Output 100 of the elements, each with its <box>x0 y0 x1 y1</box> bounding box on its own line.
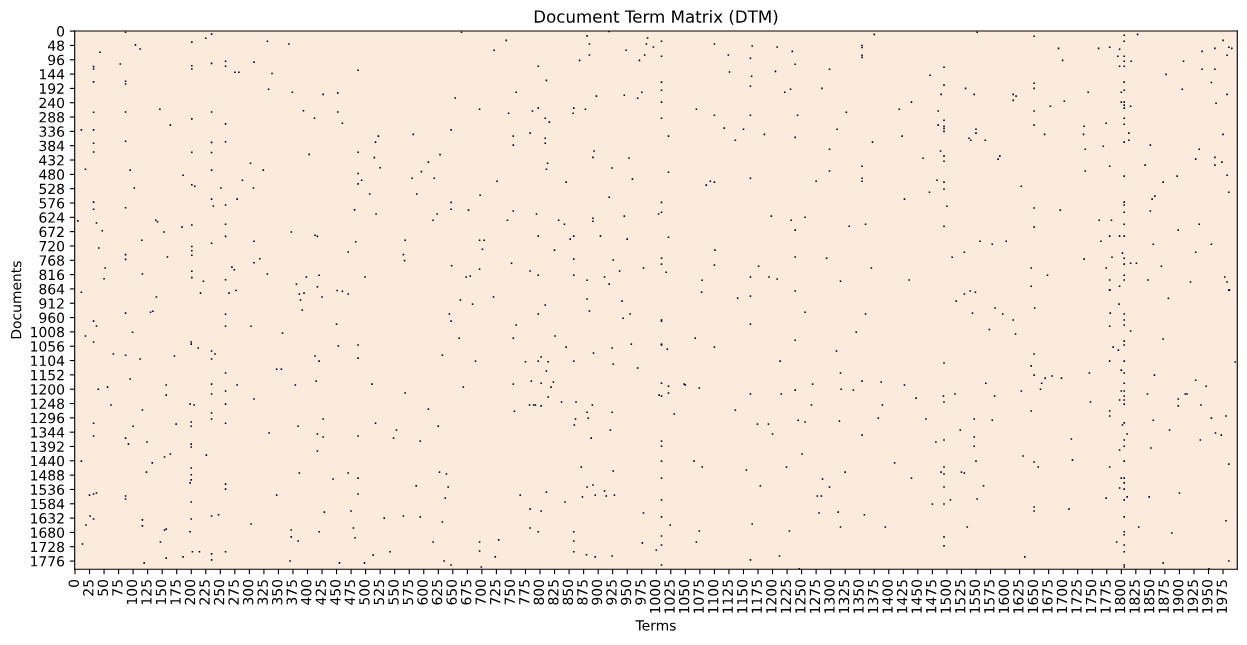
x-tick-label: 325 <box>257 580 268 605</box>
y-tick-label: 1536 <box>31 484 65 495</box>
y-tick-label: 288 <box>39 112 65 123</box>
x-tick-label: 300 <box>242 579 254 605</box>
y-tick-label: 624 <box>39 212 65 223</box>
x-tick-label: 575 <box>402 580 414 605</box>
y-tick-label: 720 <box>39 240 65 252</box>
x-tick-label: 625 <box>431 580 443 605</box>
x-tick-label: 1825 <box>1129 580 1140 613</box>
y-tick-label: 1776 <box>31 556 65 567</box>
x-tick-label: 1650 <box>1027 579 1039 613</box>
x-tick-label: 650 <box>446 579 457 605</box>
x-tick-label: 25 <box>83 580 94 596</box>
x-tick-label: 1050 <box>678 579 690 613</box>
y-tick-label: 1296 <box>31 412 65 424</box>
x-tick-label: 925 <box>606 580 617 605</box>
y-tick-label: 1488 <box>31 470 65 481</box>
x-tick-label: 175 <box>170 580 181 604</box>
y-tick-label: 528 <box>39 183 65 195</box>
x-tick-label: 275 <box>228 580 239 605</box>
x-tick-label: 825 <box>548 580 559 605</box>
x-tick-label: 75 <box>112 580 123 596</box>
x-tick-label: 1850 <box>1143 579 1155 613</box>
y-tick-label: 1440 <box>31 455 65 467</box>
x-tick-label: 250 <box>213 579 225 605</box>
x-tick-label: 1300 <box>824 579 835 613</box>
x-tick-label: 475 <box>344 580 356 605</box>
x-tick-label: 150 <box>155 579 167 604</box>
x-tick-label: 550 <box>388 579 399 605</box>
x-tick-label: 1025 <box>664 580 675 613</box>
x-tick-label: 450 <box>330 579 341 605</box>
x-tick-label: 375 <box>286 580 297 605</box>
x-tick-label: 1625 <box>1013 580 1024 613</box>
x-tick-label: 675 <box>460 580 472 605</box>
x-axis-title: Terms <box>635 620 676 631</box>
x-tick-label: 225 <box>199 580 210 605</box>
x-tick-label: 1525 <box>954 580 966 613</box>
y-tick-label: 0 <box>57 26 65 37</box>
y-tick-label: 1200 <box>31 384 65 395</box>
y-tick-label: 384 <box>39 140 65 152</box>
x-tick-label: 725 <box>489 580 501 605</box>
y-tick-label: 432 <box>39 154 64 166</box>
x-tick-label: 1575 <box>984 580 995 613</box>
x-tick-label: 525 <box>373 580 385 605</box>
x-tick-label: 1400 <box>882 579 893 613</box>
x-tick-label: 700 <box>475 579 486 605</box>
y-tick-label: 1392 <box>31 441 64 452</box>
x-tick-label: 1425 <box>896 580 908 613</box>
y-tick-label: 240 <box>39 97 65 109</box>
x-tick-label: 350 <box>271 579 283 605</box>
x-tick-label: 1375 <box>867 580 879 613</box>
x-tick-label: 1175 <box>751 580 763 613</box>
chart-title: Document Term Matrix (DTM) <box>534 9 778 25</box>
x-tick-label: 950 <box>620 579 632 605</box>
x-tick-label: 600 <box>417 579 428 605</box>
x-tick-label: 1775 <box>1100 580 1111 613</box>
y-tick-label: 480 <box>39 169 65 180</box>
x-tick-label: 1325 <box>838 580 850 613</box>
y-tick-label: 1584 <box>31 498 65 510</box>
x-tick-label: 1100 <box>707 579 719 613</box>
y-tick-label: 1104 <box>31 355 65 367</box>
x-tick-label: 1600 <box>998 579 1010 613</box>
x-tick-label: 500 <box>359 579 370 605</box>
x-tick-label: 1500 <box>940 579 951 613</box>
x-tick-label: 1550 <box>969 579 981 613</box>
x-tick-label: 100 <box>126 579 138 604</box>
y-tick-label: 1152 <box>31 369 64 381</box>
x-tick-label: 1800 <box>1114 579 1126 613</box>
x-tick-label: 50 <box>97 579 109 596</box>
x-tick-label: 850 <box>562 579 574 605</box>
y-axis-title: Documents <box>11 261 22 339</box>
y-tick-label: 864 <box>39 283 65 295</box>
y-tick-label: 672 <box>39 226 64 238</box>
x-tick-label: 800 <box>533 579 545 605</box>
x-tick-label: 1950 <box>1202 579 1213 613</box>
x-tick-label: 1350 <box>853 579 864 613</box>
x-tick-label: 1700 <box>1056 579 1068 613</box>
y-tick-label: 576 <box>39 197 65 209</box>
x-tick-label: 0 <box>68 579 80 587</box>
y-tick-label: 912 <box>39 298 64 309</box>
x-tick-label: 400 <box>301 579 312 605</box>
y-tick-label: 1248 <box>31 398 65 409</box>
x-tick-label: 875 <box>577 580 588 605</box>
x-tick-label: 1250 <box>795 579 806 613</box>
x-tick-label: 1750 <box>1085 579 1097 613</box>
x-tick-label: 775 <box>519 580 530 605</box>
x-tick-label: 750 <box>504 579 515 605</box>
x-tick-label: 900 <box>591 579 603 605</box>
x-tick-label: 200 <box>184 579 196 605</box>
y-tick-label: 192 <box>39 83 64 94</box>
y-tick-label: 816 <box>39 269 65 281</box>
x-tick-label: 1225 <box>780 580 792 613</box>
y-tick-label: 48 <box>47 40 65 51</box>
x-tick-label: 1150 <box>736 579 748 613</box>
x-tick-label: 1725 <box>1071 580 1082 613</box>
x-tick-label: 1675 <box>1042 580 1053 613</box>
x-tick-label: 1075 <box>693 580 704 613</box>
x-tick-label: 1000 <box>649 579 661 613</box>
x-tick-label: 1900 <box>1172 579 1184 613</box>
y-tick-label: 1344 <box>31 427 65 438</box>
